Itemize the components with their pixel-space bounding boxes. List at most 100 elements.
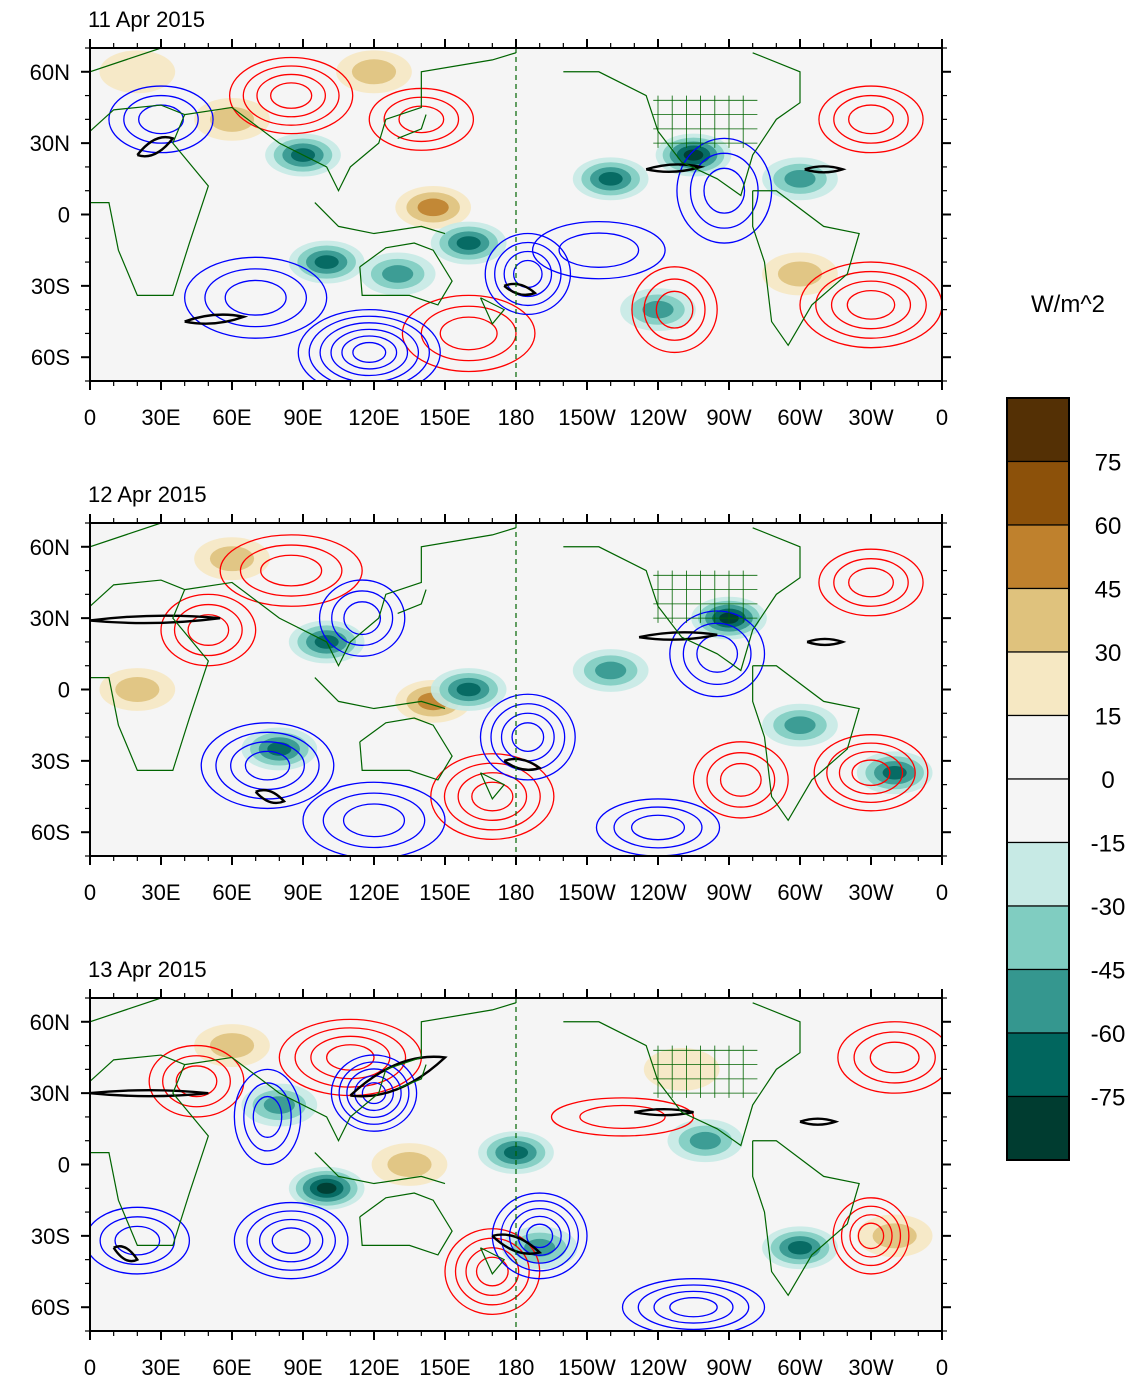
positive-contour <box>848 567 894 598</box>
x-tick-label: 60W <box>777 1355 822 1380</box>
x-tick-label: 30W <box>848 1355 893 1380</box>
positive-contour <box>465 1247 520 1296</box>
y-tick-label: 0 <box>58 1153 70 1178</box>
colorbar-swatch <box>1006 1032 1070 1098</box>
positive-contour <box>838 750 904 795</box>
negative-contour <box>318 579 406 657</box>
negative-contour <box>653 1290 734 1324</box>
y-tick-label: 0 <box>58 203 70 228</box>
y-tick-label: 60N <box>30 1010 70 1035</box>
coastline <box>397 1064 427 1089</box>
positive-contour <box>706 752 776 808</box>
x-tick-label: 150W <box>558 405 616 430</box>
threshold-contour <box>634 1107 694 1117</box>
positive-contour <box>430 753 555 841</box>
coastline <box>563 52 801 197</box>
positive-contour <box>719 762 762 797</box>
negative-contour <box>500 1200 580 1272</box>
colorbar-label: -75 <box>1091 1085 1126 1112</box>
negative-contour <box>637 1284 750 1331</box>
x-tick-label: 150E <box>419 405 470 430</box>
x-tick-label: 0 <box>84 880 96 905</box>
y-tick-label: 30S <box>31 274 70 299</box>
shading-blob <box>209 1033 255 1059</box>
shading-blob <box>316 1182 337 1194</box>
threshold-contour <box>806 637 847 647</box>
negative-contour <box>258 1218 324 1263</box>
negative-contour <box>526 1223 554 1249</box>
x-tick-label: 120W <box>629 1355 687 1380</box>
coastline <box>397 114 427 139</box>
negative-contour <box>233 1068 302 1166</box>
x-tick-label: 30E <box>141 1355 180 1380</box>
negative-contour <box>108 85 214 154</box>
colorbar-title: W/m^2 <box>1031 291 1105 318</box>
negative-contour <box>252 1095 283 1138</box>
negative-contour <box>233 1201 349 1280</box>
y-tick-label: 60S <box>31 1295 70 1320</box>
colorbar-swatch <box>1006 524 1070 590</box>
negative-contour <box>342 803 406 838</box>
shading-blob <box>417 198 449 217</box>
positive-contour <box>242 65 340 126</box>
positive-contour <box>643 278 706 341</box>
shading-blob <box>683 149 704 161</box>
x-tick-label: 90W <box>706 405 751 430</box>
negative-contour <box>511 722 545 752</box>
positive-contour <box>294 1027 407 1088</box>
x-tick-label: 180 <box>498 880 535 905</box>
x-tick-label: 150W <box>558 1355 616 1380</box>
shading-blob <box>787 1240 813 1255</box>
threshold-contour <box>503 282 538 297</box>
y-tick-label: 30N <box>30 606 70 631</box>
negative-contour <box>330 1054 418 1132</box>
positive-contour <box>175 1065 218 1098</box>
colorbar-label: 75 <box>1095 450 1122 477</box>
negative-contour <box>531 220 666 280</box>
positive-contour <box>471 781 514 812</box>
negative-contour <box>682 622 752 686</box>
coastline <box>397 589 427 614</box>
coastline <box>90 104 210 296</box>
negative-contour <box>703 167 746 214</box>
colorbar-label: 60 <box>1095 513 1122 540</box>
coastline <box>184 527 517 668</box>
negative-contour <box>123 94 199 144</box>
negative-contour <box>308 315 430 381</box>
x-tick-label: 60E <box>212 1355 251 1380</box>
coastline <box>359 242 453 306</box>
positive-contour <box>173 603 243 657</box>
y-tick-label: 30N <box>30 1081 70 1106</box>
coastline <box>563 1002 801 1147</box>
y-tick-label: 60N <box>30 60 70 85</box>
shading-blob <box>872 1223 917 1249</box>
colorbar-label: 15 <box>1095 704 1122 731</box>
negative-contour <box>331 590 394 646</box>
positive-contour <box>849 1214 893 1258</box>
shading-blob <box>643 1047 720 1091</box>
x-tick-label: 90E <box>283 1355 322 1380</box>
map-panel-1 <box>90 48 942 381</box>
threshold-contour <box>638 631 718 641</box>
colorbar-swatch <box>1006 460 1070 526</box>
negative-contour <box>517 1215 562 1256</box>
negative-contour <box>244 750 291 781</box>
positive-contour <box>833 558 909 607</box>
shading-blob <box>784 716 816 734</box>
positive-contour <box>439 316 498 351</box>
positive-contour <box>260 554 323 587</box>
x-tick-label: 90W <box>706 1355 751 1380</box>
negative-contour <box>621 1278 766 1331</box>
x-tick-label: 180 <box>498 405 535 430</box>
colorbar-swatch <box>1006 968 1070 1034</box>
colorbar-label: 45 <box>1095 577 1122 604</box>
negative-contour <box>595 798 721 856</box>
threshold-contour <box>503 757 543 772</box>
positive-contour <box>457 772 528 821</box>
x-tick-label: 120E <box>348 880 399 905</box>
positive-contour <box>853 1031 936 1084</box>
positive-contour <box>837 1021 942 1094</box>
x-tick-label: 90E <box>283 405 322 430</box>
shading-blob <box>209 106 255 132</box>
positive-contour <box>692 741 789 819</box>
